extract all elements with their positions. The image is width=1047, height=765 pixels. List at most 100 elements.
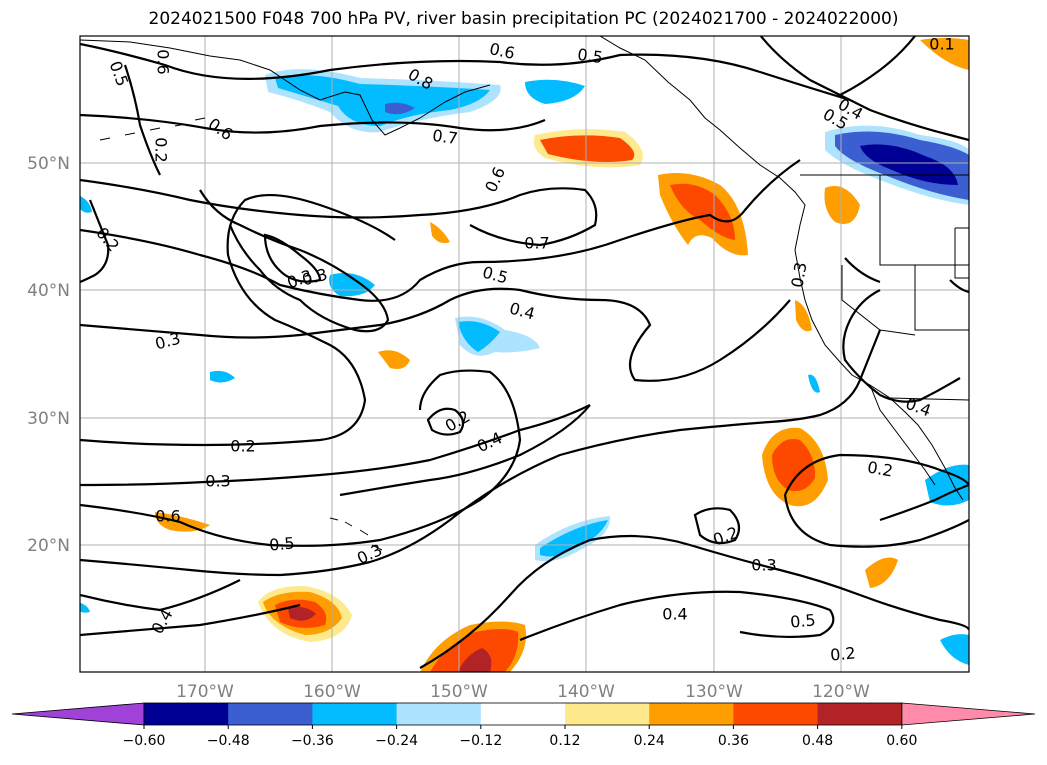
colorbar-tick-label: 0.24 [634,733,665,749]
precip-positive-patch [430,629,519,672]
contour-label: 0.6 [154,49,173,74]
contour-label: 0.5 [106,58,133,88]
colorbar-tick-label: −0.48 [207,733,250,749]
contour-label: 0.7 [524,234,549,253]
colorbar-tick-label: 0.12 [549,733,580,749]
alaska-coastline [80,39,491,136]
colorbar-extend-min [11,702,145,726]
precip-positive-patch [865,557,898,588]
pv-contour [879,483,969,522]
pv-contour [693,507,741,545]
colorbar-swatch [733,703,819,725]
pv-contour [949,279,969,294]
contour-label: 0.6 [481,164,509,195]
contour-labels: 0.50.6 0.50.80.6 0.70.60.30.40.50.20.30.60… [92,35,954,665]
contour-label: 0.5 [576,45,604,67]
map-frame [79,35,970,673]
precip-negative-patch [808,374,820,393]
precip-negative-patch [540,520,608,557]
pv-contour [199,189,390,333]
mexico-border [889,397,969,401]
contour-label: 0.5 [789,610,816,631]
pv-contour [80,199,110,284]
pv-contour [80,287,791,382]
precip-positive-patch [795,300,812,332]
precip-negative-patch [329,272,375,297]
contour-label: 0.2 [230,437,255,456]
precip-negative-patch [80,195,92,213]
pv-contour [80,603,301,637]
precip-positive-patch [155,512,210,532]
map-title: 2024021500 F048 700 hPa PV, river basin … [148,9,899,29]
pv-contour [80,178,598,247]
contour-label: 0.6 [205,114,237,144]
pv-contour [80,404,591,487]
contour-label: 0.2 [866,457,894,480]
contour-label: 0.6 [155,507,180,526]
contour-label: 0.2 [152,137,171,162]
state-border [879,175,969,266]
precip-negative-patch [458,321,500,352]
colorbar-swatch [144,703,229,725]
precip-positive-patch [458,648,492,672]
contour-label: 0.1 [929,35,954,54]
precip-positive-patch [288,606,316,621]
contour-label: 0.4 [148,606,177,638]
colorbar-swatch [565,703,650,725]
pv-contour [80,579,241,612]
pv-contour [842,289,961,403]
pv-contour [783,494,969,548]
contour-label: 0.3 [205,472,230,491]
lon-label: 170°W [176,682,234,702]
graticule [80,36,969,672]
pv-contour [419,534,969,669]
pv-contour [80,42,851,102]
precip-shading [80,38,969,672]
pv-contour [123,64,161,176]
contour-label: 0.4 [903,394,933,421]
state-border [841,265,916,336]
hawaii-islands [329,517,383,551]
pv-contours [80,36,969,669]
pv-contour [80,369,522,547]
precip-positive-patch [824,186,860,224]
state-border [914,265,969,331]
precip-positive-patch [670,183,735,240]
colorbar-tick-label: −0.36 [291,733,334,749]
contour-label: 0.2 [442,407,474,436]
contour-label: 0.3 [787,261,810,289]
colorbar: −0.60 −0.48 −0.36 −0.24 −0.12 0.12 0.24 0.36 0.4… [11,702,1036,749]
colorbar-swatch [396,703,482,725]
lon-label: 160°W [303,682,361,702]
contour-label: 0.7 [431,126,459,148]
precip-negative-patch [275,75,490,126]
precip-positive-patch [540,135,635,162]
coastlines [80,36,969,551]
lon-label: 140°W [557,682,615,702]
colorbar-tick-label: 0.36 [718,733,749,749]
lat-label: 50°N [27,154,70,174]
colorbar-tick-label: −0.60 [123,733,166,749]
pv-contour [80,329,882,577]
precip-positive-patch [772,439,816,492]
pv-contour [839,36,916,96]
pv-contour [783,453,969,496]
pv-contour [339,404,591,497]
precip-negative-patch [210,370,235,383]
colorbar-swatch [312,703,398,725]
pv-contour [263,233,322,283]
precip-positive-patch [920,38,969,70]
precip-negative-patch [385,102,415,115]
contour-label: 0.4 [474,428,505,456]
aleutian-islands [99,117,206,141]
contour-label: 0.6 [488,39,517,63]
axis-labels: 50°N 40°N 30°N 20°N 170°W 160°W 150°W 14… [27,154,870,702]
colorbar-swatch [817,703,903,725]
lat-label: 40°N [27,281,70,301]
precip-positive-patch [430,222,450,244]
precip-negative-patch [525,79,585,104]
colorbar-swatch [228,703,313,725]
colorbar-extend-max [901,702,1036,726]
contour-label: 0.2 [92,224,123,256]
